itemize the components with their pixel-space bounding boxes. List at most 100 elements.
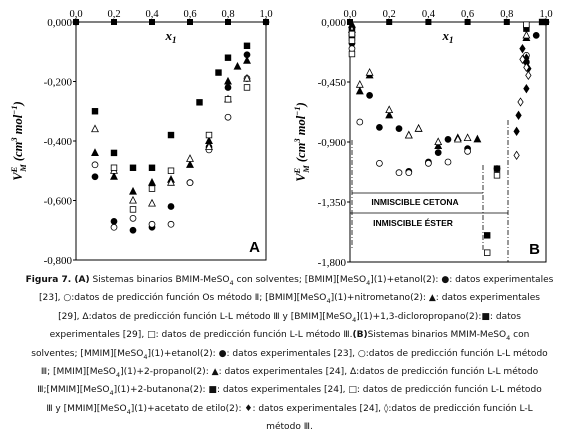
data-point-filled-circle: [129, 226, 137, 234]
caption-text: ](1)+2-propanol(2): ▲: datos experimenta…: [120, 366, 539, 377]
y-tick-label: -0,450: [318, 77, 347, 89]
data-point-open-circle: [129, 214, 137, 222]
series-open-square: [348, 21, 530, 256]
data-point-open-triangle: [186, 154, 194, 162]
x-tick-label: 0,2: [383, 9, 396, 20]
data-point-filled-circle: [532, 31, 540, 39]
caption-text: ](1)+2-butanona(2): ■: datos experimenta…: [113, 385, 542, 396]
data-point-open-triangle: [205, 142, 213, 150]
x-axis-end-marker: [111, 19, 117, 25]
y-tick-label: 0,000: [47, 17, 72, 29]
data-point-filled-circle: [444, 135, 452, 143]
data-point-open-square: [167, 167, 175, 174]
y-tick-label: -0,600: [44, 196, 73, 208]
caption-line: [29], Δ:datos de predicción función L-L …: [4, 310, 575, 328]
caption-text: ](1)+etanol(2): ●: datos experimentales: [370, 275, 554, 285]
data-point-open-circle: [405, 169, 413, 177]
data-point-open-triangle: [167, 177, 175, 186]
data-point-filled-circle: [110, 217, 118, 225]
data-point-filled-triangle: [91, 148, 99, 156]
y-axis-label: VEM (cm3 mol−1): [9, 101, 28, 181]
data-point-open-square: [348, 37, 356, 44]
y-tick-label: -0,900: [318, 137, 347, 149]
x-axis-end-marker: [225, 19, 231, 25]
panel-label: A: [249, 239, 260, 256]
x-axis-end-marker: [149, 19, 155, 25]
data-point-filled-square: [243, 42, 251, 50]
data-point-open-triangle: [129, 195, 137, 204]
x-axis-label: x1: [165, 28, 177, 45]
data-point-open-circle: [167, 220, 175, 228]
data-point-open-square: [523, 21, 530, 28]
data-point-open-circle: [348, 45, 356, 53]
data-point-filled-circle: [91, 173, 99, 181]
data-point-open-circle: [395, 169, 403, 177]
caption-text: ](1)+acetato de etilo(2): ♦: datos exper…: [130, 403, 533, 414]
data-point-filled-triangle: [110, 172, 118, 180]
data-point-filled-square: [224, 54, 232, 61]
data-point-filled-triangle: [473, 134, 482, 143]
data-point-filled-square: [538, 18, 546, 26]
series-filled-triangle: [91, 56, 251, 195]
data-point-open-triangle: [453, 134, 462, 143]
caption-text: 4: [506, 333, 511, 342]
data-point-open-circle: [356, 118, 364, 126]
x-tick-label: 1,0: [259, 9, 272, 20]
panel-a-chart: 0,000 -0,200 -0,400 -0,600 -0,800 0,0 0,2 0,4 0,…: [9, 9, 273, 267]
data-point-open-square: [129, 206, 137, 213]
data-point-open-triangle: [522, 30, 531, 39]
data-point-filled-circle: [262, 18, 270, 26]
data-point-open-circle: [224, 113, 232, 121]
caption-text: Ⅲ; [MMIM][MeSO: [40, 366, 116, 377]
y-tick-label: -0,800: [44, 255, 73, 267]
caption-text: 4: [352, 315, 357, 324]
caption-text: con: [510, 330, 530, 341]
data-point-open-triangle: [365, 67, 374, 76]
caption-text: experimentales [29], □: datos de predicc…: [49, 330, 353, 341]
x-tick-label: 0,8: [500, 9, 513, 20]
panel-b-chart: 0,000 -0,450 -0,900 -1,350 -1,800 0,0 0,2 0,4 0,…: [292, 9, 553, 269]
data-point-open-triangle: [355, 79, 364, 88]
x-axis-end-marker: [347, 19, 353, 25]
data-point-open-square: [205, 131, 213, 139]
data-point-open-circle: [425, 159, 432, 167]
caption-text: 4: [126, 407, 131, 416]
data-point-open-diamond: [519, 54, 526, 65]
caption-text: 4: [143, 352, 148, 361]
data-point-open-circle: [376, 159, 383, 167]
caption-text: ](1)+nitrometano(2): ▲: datos experiment…: [330, 293, 540, 304]
x-axis-end-marker: [386, 19, 393, 25]
x-axis-end-marker: [503, 19, 510, 25]
data-point-filled-circle: [224, 84, 232, 91]
data-point-filled-square: [493, 165, 501, 172]
data-point-open-circle: [110, 223, 118, 231]
y-tick-label: -0,400: [44, 136, 73, 148]
data-point-filled-circle: [395, 125, 403, 133]
data-point-filled-square: [148, 164, 156, 171]
y-tick-label: -0,200: [44, 77, 73, 89]
caption-text: Sistemas binarios MMIM-MeSO: [367, 330, 507, 341]
data-point-open-square: [483, 249, 491, 256]
x-tick-label: 1,0: [539, 9, 552, 20]
caption-text: 4: [109, 389, 114, 398]
x-tick-label: 0,8: [221, 9, 234, 20]
data-point-filled-diamond: [519, 43, 526, 54]
caption-text: Sistemas binarios BMIM-MeSO: [89, 275, 230, 285]
y-tick-label: -1,350: [318, 197, 347, 209]
y-tick-label: -1,800: [318, 257, 347, 269]
caption-line: [23], ○:datos de predicción función Os m…: [4, 291, 575, 309]
data-point-filled-circle: [376, 123, 383, 131]
data-point-filled-square: [129, 164, 137, 171]
caption-line: método Ⅲ.: [4, 420, 575, 436]
data-point-open-triangle: [404, 130, 413, 139]
data-point-filled-triangle: [224, 76, 232, 85]
x-axis-end-marker: [425, 19, 432, 25]
caption-text: (B): [352, 330, 368, 341]
data-point-filled-circle: [366, 91, 373, 99]
data-point-filled-circle: [167, 203, 175, 210]
data-point-open-triangle: [463, 133, 472, 142]
data-point-open-circle: [148, 220, 156, 228]
caption-text: método Ⅲ.: [266, 422, 313, 433]
data-point-open-diamond: [513, 150, 520, 161]
caption-line: Figura 7. (A) Sistemas binarios BMIM-MeS…: [4, 273, 575, 291]
